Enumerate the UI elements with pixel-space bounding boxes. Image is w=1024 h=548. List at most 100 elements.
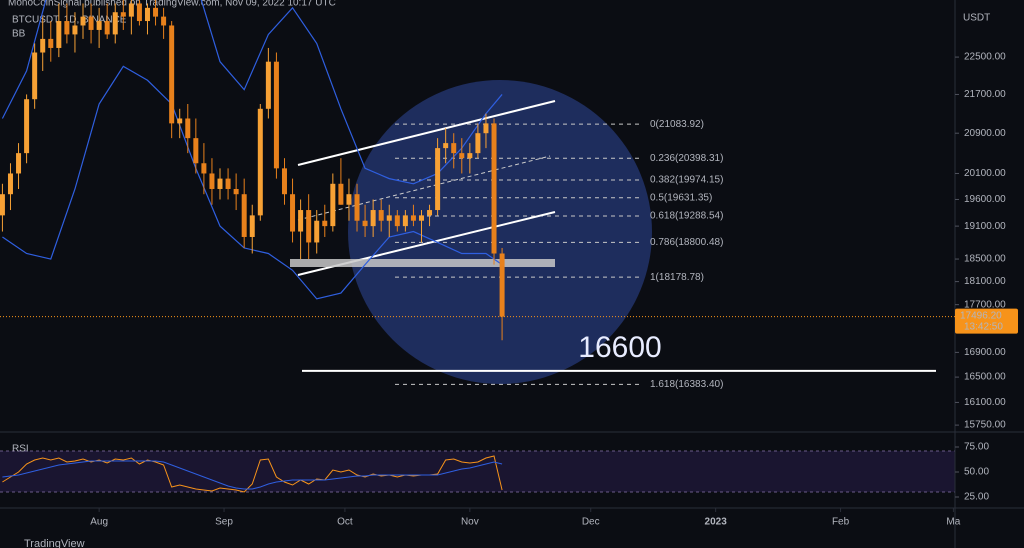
candle-body bbox=[96, 21, 102, 30]
last-price-label: 17496.20 bbox=[960, 310, 1002, 321]
candle-body bbox=[491, 123, 497, 254]
candle-body bbox=[362, 220, 368, 227]
candle-body bbox=[306, 210, 312, 243]
candle-body bbox=[346, 194, 352, 205]
y-tick-label: 17700.00 bbox=[964, 299, 1006, 310]
candle-body bbox=[48, 38, 54, 48]
candle-body bbox=[378, 210, 384, 221]
candle-body bbox=[354, 194, 360, 221]
bb-upper bbox=[1, 0, 503, 185]
candle-body bbox=[24, 99, 30, 154]
candle-body bbox=[169, 25, 175, 124]
candle-body bbox=[330, 183, 336, 227]
candle-body bbox=[475, 133, 481, 154]
y-tick-label: 16500.00 bbox=[964, 372, 1006, 383]
candle-body bbox=[435, 148, 441, 211]
candle-body bbox=[499, 253, 505, 317]
candle-body bbox=[144, 7, 150, 22]
x-tick-label: Feb bbox=[832, 517, 850, 528]
fib-label: 0.236(20398.31) bbox=[650, 153, 723, 164]
x-tick-label: 2023 bbox=[705, 517, 728, 528]
candle-body bbox=[257, 108, 263, 216]
candle-body bbox=[193, 138, 199, 164]
rsi-title: RSI bbox=[12, 444, 29, 455]
candle-body bbox=[265, 61, 271, 109]
candle-body bbox=[249, 215, 255, 237]
y-tick-label: 15750.00 bbox=[964, 420, 1006, 431]
candle-body bbox=[241, 194, 247, 237]
candle-body bbox=[483, 123, 489, 134]
channel-line bbox=[297, 100, 556, 166]
candle-body bbox=[314, 220, 320, 243]
candle-body bbox=[153, 7, 159, 17]
x-tick-label: Oct bbox=[337, 517, 353, 528]
candle-body bbox=[281, 168, 287, 195]
y-tick-label: 16900.00 bbox=[964, 347, 1006, 358]
rsi-band bbox=[0, 451, 955, 492]
candle-body bbox=[459, 153, 465, 159]
candle-body bbox=[120, 12, 126, 17]
x-tick-label: Dec bbox=[582, 517, 600, 528]
indicator-label: BB bbox=[12, 29, 26, 40]
candle-body bbox=[56, 21, 62, 48]
support-zone bbox=[290, 259, 555, 267]
candle-body bbox=[290, 194, 296, 232]
x-tick-label: Sep bbox=[215, 517, 233, 528]
highlight-circle bbox=[348, 80, 652, 384]
y-tick-label: 20900.00 bbox=[964, 128, 1006, 139]
last-price-box bbox=[955, 308, 1018, 334]
candle-body bbox=[88, 16, 94, 30]
candle-body bbox=[161, 16, 167, 26]
candle-body bbox=[273, 61, 279, 169]
candle-body bbox=[418, 215, 424, 221]
candle-body bbox=[394, 215, 400, 227]
fib-label: 0(21083.92) bbox=[650, 119, 704, 130]
candle-body bbox=[40, 38, 46, 53]
candle-body bbox=[451, 143, 457, 154]
y-tick-label: 20100.00 bbox=[964, 168, 1006, 179]
candle-body bbox=[386, 215, 392, 221]
y-tick-label: 25.00 bbox=[964, 492, 989, 503]
candle-body bbox=[201, 163, 207, 174]
y-axis-label: USDT bbox=[963, 13, 990, 24]
candle-body bbox=[467, 153, 473, 159]
candles bbox=[0, 0, 505, 341]
candle-body bbox=[322, 220, 328, 227]
rsi-line bbox=[2, 460, 503, 490]
fib-label: 0.618(19288.54) bbox=[650, 211, 723, 222]
y-tick-label: 19600.00 bbox=[964, 194, 1006, 205]
y-tick-label: 16100.00 bbox=[964, 397, 1006, 408]
candle-body bbox=[217, 178, 223, 189]
candle-body bbox=[443, 143, 449, 149]
candle-body bbox=[16, 153, 22, 174]
candle-body bbox=[233, 188, 239, 195]
fib-label: 1(18178.78) bbox=[650, 272, 704, 283]
x-tick-label: Nov bbox=[461, 517, 479, 528]
candle-body bbox=[80, 16, 86, 26]
candle-body bbox=[128, 3, 134, 17]
y-tick-label: 21700.00 bbox=[964, 89, 1006, 100]
candle-body bbox=[185, 118, 191, 139]
candle-body bbox=[136, 3, 142, 22]
candle-body bbox=[104, 21, 110, 35]
x-tick-label: Aug bbox=[90, 517, 108, 528]
y-tick-label: 18100.00 bbox=[964, 276, 1006, 287]
y-tick-label: 22500.00 bbox=[964, 52, 1006, 63]
candle-body bbox=[225, 178, 231, 189]
y-tick-label: 18500.00 bbox=[964, 254, 1006, 265]
countdown: 13:42:50 bbox=[964, 321, 1003, 332]
target-label: 16600 bbox=[578, 331, 661, 364]
candle-body bbox=[64, 21, 70, 35]
fib-label: 0.382(19974.15) bbox=[650, 175, 723, 186]
candle-body bbox=[32, 52, 38, 100]
y-tick-label: 50.00 bbox=[964, 467, 989, 478]
candle-body bbox=[112, 12, 118, 35]
y-tick-label: 19100.00 bbox=[964, 221, 1006, 232]
candle-body bbox=[370, 210, 376, 227]
symbol-title: BTCUSDT, 1D, BINANCE bbox=[12, 15, 127, 26]
candle-body bbox=[209, 173, 215, 189]
candle-body bbox=[427, 210, 433, 216]
candle-body bbox=[0, 194, 5, 216]
